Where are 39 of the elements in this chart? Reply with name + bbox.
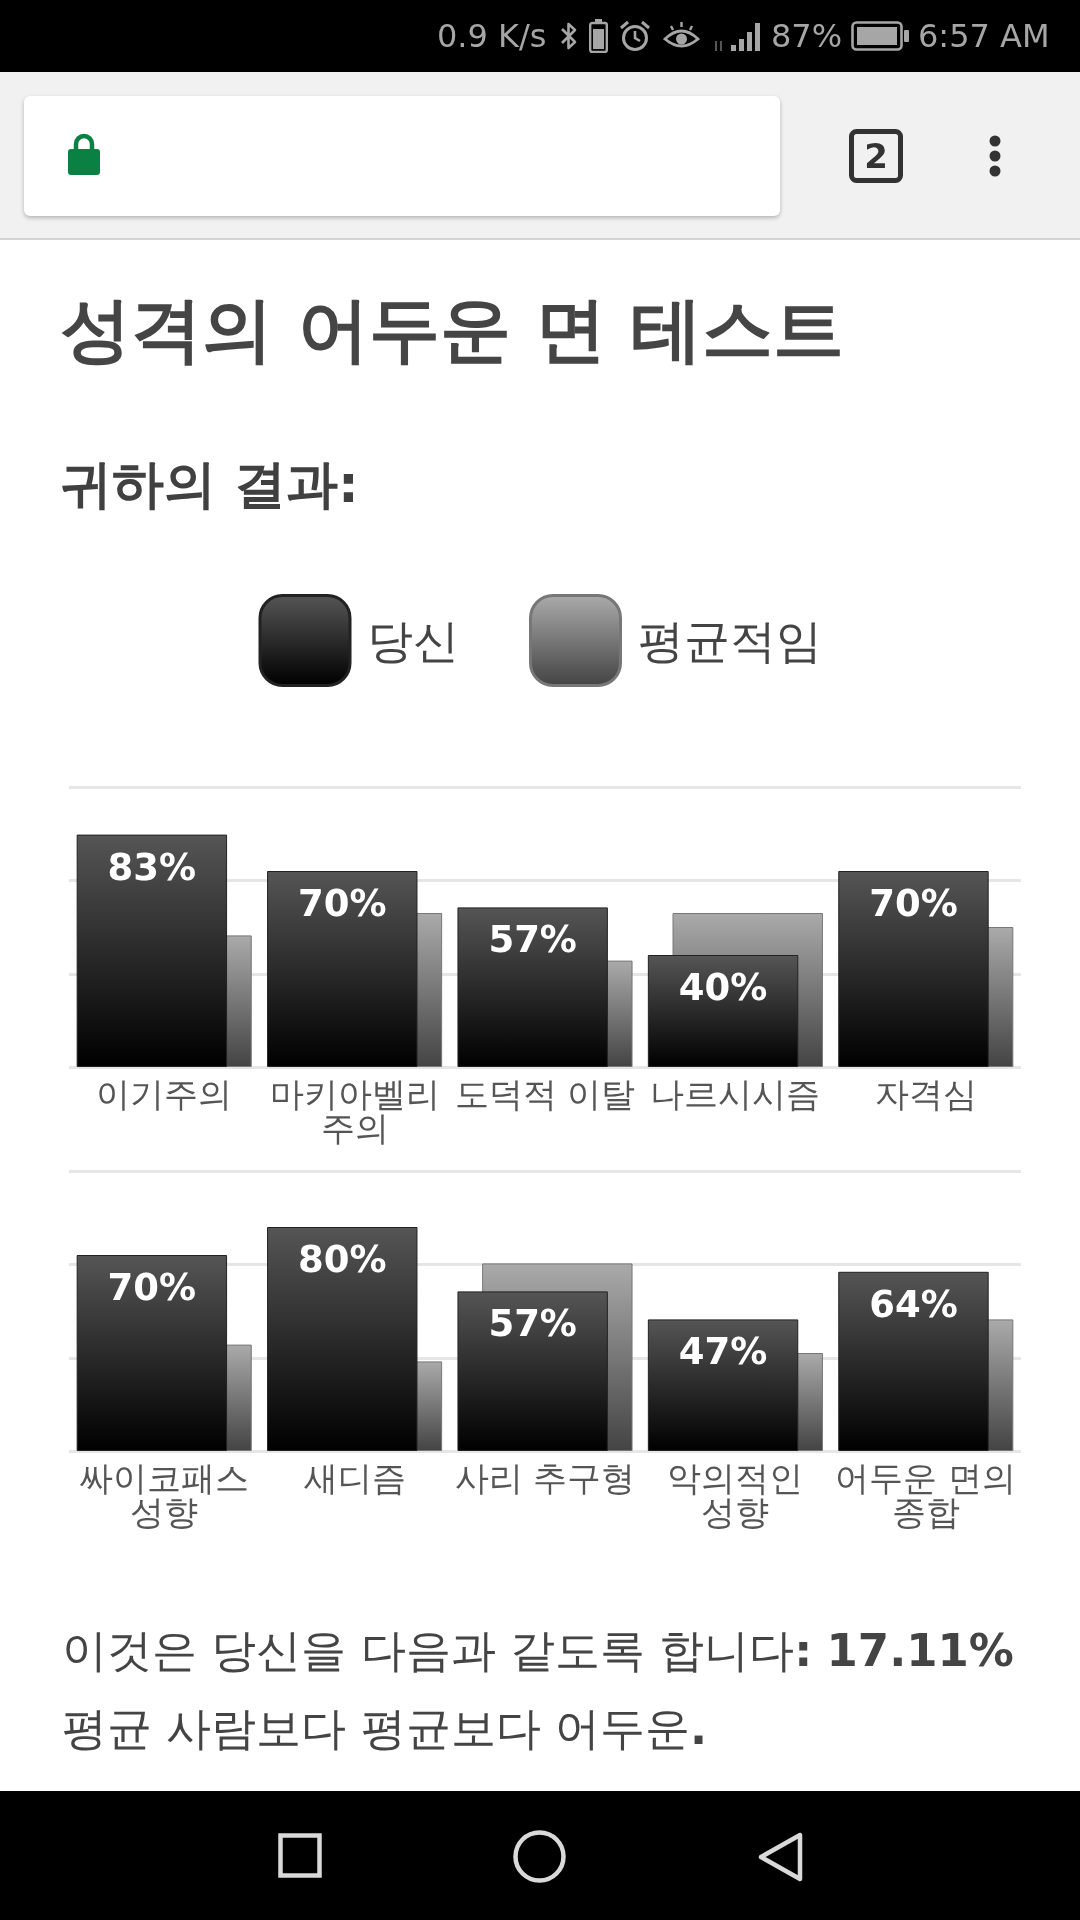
x-tick-label: 도덕적 이탈 [454,1074,636,1114]
bar [457,907,608,1067]
text: 6:57 AM [918,17,1050,55]
text: 이것은 당신을 다음과 같도록 합니다: 17.11% 평균 사람보다 평균보다 어두운. [62,1624,1014,1755]
x-tick-label: 이기주의 [96,1074,233,1114]
chart-title: 성격의 어두운 면 테스트 [60,287,845,373]
data-label: 70% [107,1266,197,1309]
bar [647,955,799,1067]
text: 0.9 K/s [437,17,547,55]
x-tick-label: 나르시시즘 [650,1074,821,1114]
data-label: 57% [488,918,577,962]
bar [76,834,228,1067]
legend-label: 당신 [367,613,459,668]
data-label: 64% [869,1282,958,1326]
x-tick-label: 어두운 면의 종합 [835,1458,1017,1532]
x-tick-label: 자격심 [874,1074,977,1114]
bar [838,871,989,1067]
data-label: 70% [869,882,958,925]
bar [838,1271,989,1451]
x-tick-label: 새디즘 [303,1458,406,1498]
x-tick-label: 싸이코패스 성향 [79,1458,250,1532]
data-label: 83% [107,845,197,889]
bar [76,1255,228,1451]
data-label: 70% [297,882,387,925]
x-tick-label: 악의적인 성향 [667,1458,804,1532]
chart-subtitle: 귀하의 결과: [60,453,359,516]
bar [267,871,418,1067]
text: 87% [771,17,843,55]
data-label: 80% [297,1238,387,1281]
x-tick-label: 마키아벨리 주의 [269,1074,440,1148]
bar [647,1319,799,1451]
text: 2 [864,136,888,176]
data-label: 57% [488,1302,577,1346]
legend-label: 평균적임 [637,613,822,668]
x-tick-label: 사리 추구형 [454,1458,636,1498]
data-label: 40% [678,966,768,1009]
bar [267,1227,418,1451]
bar [457,1291,608,1451]
data-label: 47% [678,1330,768,1374]
